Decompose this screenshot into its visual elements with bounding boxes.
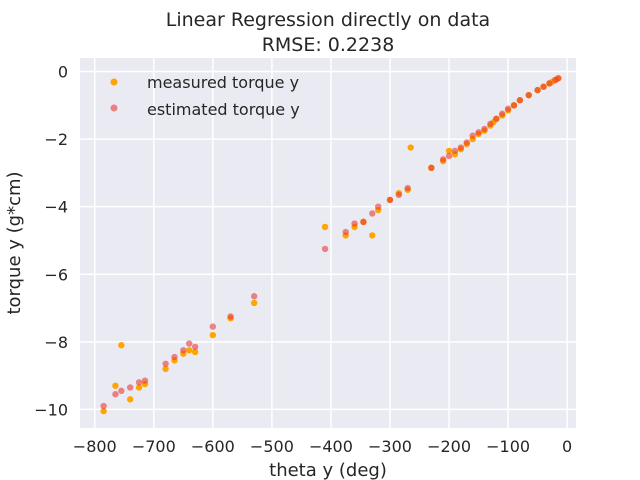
x-tick-label: −400 <box>309 437 353 456</box>
y-axis: 0 −2 −4 −6 −8 −10 <box>34 63 68 420</box>
estimated-point <box>118 387 125 395</box>
measured-point <box>321 223 329 231</box>
measured-point <box>191 348 199 356</box>
estimated-point <box>342 228 349 236</box>
x-axis-label: theta y (deg) <box>269 460 387 480</box>
y-tick-label: −4 <box>44 198 68 217</box>
estimated-point <box>180 347 187 354</box>
legend-marker-estimated <box>110 104 118 112</box>
estimated-point <box>186 340 193 347</box>
estimated-point <box>351 220 358 227</box>
estimated-point <box>404 184 411 192</box>
estimated-point <box>100 402 107 410</box>
x-tick-label: −800 <box>73 437 117 456</box>
estimated-point <box>525 91 532 99</box>
estimated-point <box>112 391 119 398</box>
estimated-point <box>457 144 465 151</box>
grid <box>80 58 576 428</box>
estimated-point <box>481 125 488 133</box>
x-tick-label: 0 <box>562 437 572 456</box>
y-tick-label: −10 <box>34 400 68 419</box>
estimated-point <box>321 245 329 253</box>
measured-point <box>162 365 169 373</box>
estimated-point <box>555 75 562 82</box>
estimated-point <box>227 313 234 320</box>
estimated-point <box>369 210 376 217</box>
measured-point <box>369 232 376 239</box>
x-tick-label: −500 <box>250 437 294 456</box>
y-tick-label: −2 <box>44 130 68 149</box>
estimated-point <box>141 377 149 384</box>
data-points <box>100 75 562 415</box>
measured-point <box>100 407 107 415</box>
measured-point <box>135 384 143 391</box>
estimated-point <box>395 191 403 199</box>
legend-label-measured: measured torque y <box>147 73 299 92</box>
estimated-point <box>516 97 524 104</box>
estimated-point <box>171 353 178 361</box>
legend-label-estimated: estimated torque y <box>147 100 300 119</box>
estimated-point <box>439 156 447 163</box>
x-tick-label: −100 <box>486 437 530 456</box>
measured-point <box>186 347 193 354</box>
estimated-point <box>191 343 199 351</box>
estimated-point <box>374 203 382 210</box>
estimated-point <box>487 120 494 128</box>
estimated-point <box>504 105 512 112</box>
measured-point <box>118 342 125 349</box>
estimated-point <box>360 218 367 226</box>
estimated-point <box>250 293 258 300</box>
estimated-point <box>162 360 169 367</box>
y-tick-label: −6 <box>44 265 68 284</box>
x-axis: −800 −700 −600 −500 −400 −300 −200 −100 0 <box>73 437 572 456</box>
measured-point <box>407 144 414 151</box>
estimated-point <box>540 83 547 90</box>
estimated-point <box>463 139 470 146</box>
estimated-point <box>498 110 506 117</box>
x-tick-label: −700 <box>132 437 176 456</box>
estimated-point <box>469 132 476 139</box>
x-tick-label: −300 <box>368 437 412 456</box>
measured-point <box>250 299 258 307</box>
estimated-point <box>135 379 143 386</box>
measured-point <box>445 147 453 155</box>
x-tick-label: −600 <box>191 437 235 456</box>
estimated-point <box>445 152 453 160</box>
chart-subtitle: RMSE: 0.2238 <box>262 34 395 56</box>
y-tick-label: −8 <box>44 333 68 352</box>
measured-point <box>126 396 134 403</box>
estimated-point <box>493 115 500 123</box>
estimated-point <box>428 164 435 172</box>
x-tick-label: −200 <box>427 437 471 456</box>
estimated-point <box>510 102 518 109</box>
estimated-point <box>534 86 541 94</box>
estimated-point <box>546 80 553 87</box>
y-axis-label: torque y (g*cm) <box>4 171 25 314</box>
measured-point <box>112 382 119 389</box>
estimated-point <box>451 147 459 155</box>
estimated-point <box>386 196 394 204</box>
measured-point <box>209 331 217 339</box>
estimated-point <box>475 129 482 136</box>
estimated-point <box>126 384 134 391</box>
estimated-point <box>209 323 217 330</box>
chart-title: Linear Regression directly on data <box>166 9 490 31</box>
legend-marker-measured <box>110 78 118 86</box>
y-tick-label: 0 <box>58 63 68 82</box>
legend: measured torque y estimated torque y <box>110 73 300 119</box>
